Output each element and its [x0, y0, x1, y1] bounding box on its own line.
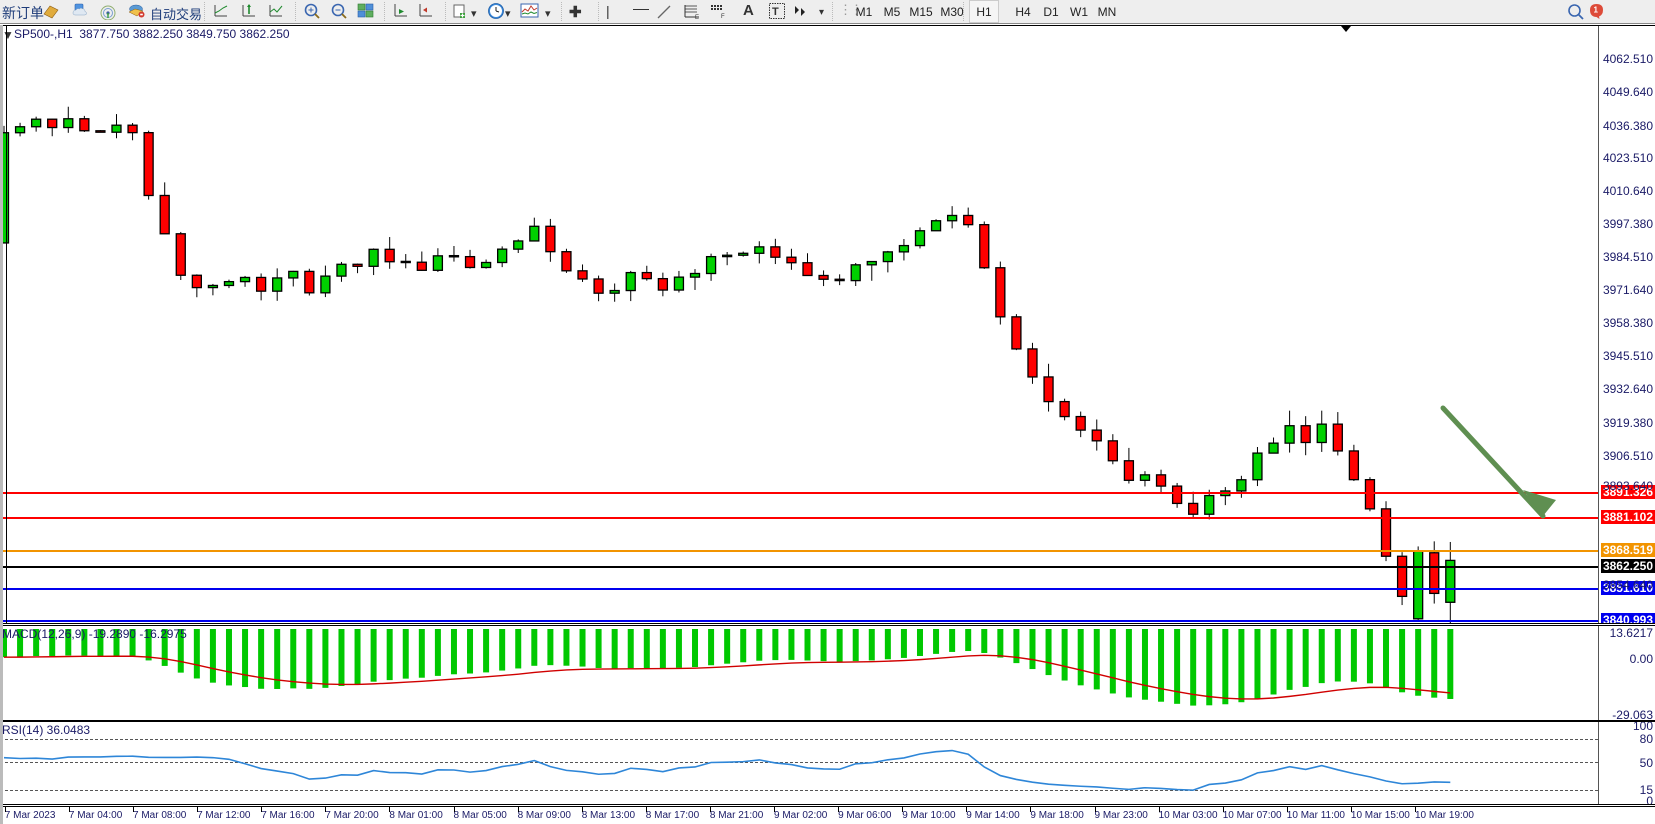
svg-text:T: T — [772, 6, 779, 18]
svg-text:E: E — [695, 15, 699, 20]
svg-text:F: F — [721, 14, 725, 19]
svg-text:1: 1 — [1594, 6, 1599, 15]
